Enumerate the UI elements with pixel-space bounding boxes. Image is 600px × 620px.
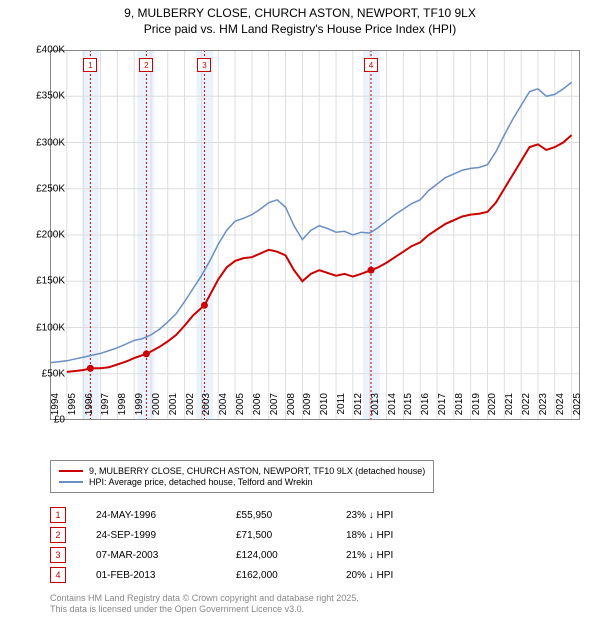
legend: 9, MULBERRY CLOSE, CHURCH ASTON, NEWPORT… bbox=[50, 460, 434, 493]
y-axis-label: £350K bbox=[15, 91, 65, 102]
transaction-vs-hpi: 20% ↓ HPI bbox=[346, 570, 446, 581]
transaction-price: £124,000 bbox=[236, 550, 346, 561]
legend-item: 9, MULBERRY CLOSE, CHURCH ASTON, NEWPORT… bbox=[59, 466, 425, 476]
footer-line-2: This data is licensed under the Open Gov… bbox=[50, 604, 359, 615]
transaction-number-box: 1 bbox=[50, 507, 66, 523]
transaction-row: 2 24-SEP-1999 £71,500 18% ↓ HPI bbox=[50, 525, 446, 545]
x-axis-label: 2025 bbox=[572, 393, 599, 423]
transaction-marker: 3 bbox=[197, 58, 211, 72]
transaction-number-box: 3 bbox=[50, 547, 66, 563]
transaction-row: 1 24-MAY-1996 £55,950 23% ↓ HPI bbox=[50, 505, 446, 525]
title-line-2: Price paid vs. HM Land Registry's House … bbox=[0, 22, 600, 38]
legend-swatch bbox=[59, 481, 83, 483]
footer-attribution: Contains HM Land Registry data © Crown c… bbox=[50, 593, 359, 615]
transaction-date: 01-FEB-2013 bbox=[96, 570, 236, 581]
chart-container: 9, MULBERRY CLOSE, CHURCH ASTON, NEWPORT… bbox=[0, 0, 600, 620]
transaction-marker: 4 bbox=[364, 58, 378, 72]
transaction-row: 4 01-FEB-2013 £162,000 20% ↓ HPI bbox=[50, 565, 446, 585]
y-axis-label: £300K bbox=[15, 137, 65, 148]
y-axis-label: £50K bbox=[15, 368, 65, 379]
chart-plot-area: 1234 19941995199619971998199920002001200… bbox=[50, 50, 580, 420]
legend-swatch bbox=[59, 470, 83, 472]
y-axis-label: £400K bbox=[15, 45, 65, 56]
legend-label: 9, MULBERRY CLOSE, CHURCH ASTON, NEWPORT… bbox=[89, 466, 425, 476]
y-axis-label: £250K bbox=[15, 183, 65, 194]
transactions-table: 1 24-MAY-1996 £55,950 23% ↓ HPI 2 24-SEP… bbox=[50, 505, 446, 585]
transaction-number-box: 4 bbox=[50, 567, 66, 583]
transaction-price: £162,000 bbox=[236, 570, 346, 581]
footer-line-1: Contains HM Land Registry data © Crown c… bbox=[50, 593, 359, 604]
legend-label: HPI: Average price, detached house, Telf… bbox=[89, 477, 313, 487]
transaction-date: 24-SEP-1999 bbox=[96, 530, 236, 541]
transaction-marker: 2 bbox=[139, 58, 153, 72]
transaction-vs-hpi: 21% ↓ HPI bbox=[346, 550, 446, 561]
y-axis-label: £100K bbox=[15, 322, 65, 333]
y-axis-label: £200K bbox=[15, 230, 65, 241]
title-line-1: 9, MULBERRY CLOSE, CHURCH ASTON, NEWPORT… bbox=[0, 6, 600, 22]
transaction-row: 3 07-MAR-2003 £124,000 21% ↓ HPI bbox=[50, 545, 446, 565]
chart-svg bbox=[50, 50, 580, 420]
chart-title: 9, MULBERRY CLOSE, CHURCH ASTON, NEWPORT… bbox=[0, 0, 600, 37]
transaction-marker: 1 bbox=[83, 58, 97, 72]
transaction-price: £55,950 bbox=[236, 510, 346, 521]
transaction-vs-hpi: 18% ↓ HPI bbox=[346, 530, 446, 541]
transaction-date: 07-MAR-2003 bbox=[96, 550, 236, 561]
transaction-number-box: 2 bbox=[50, 527, 66, 543]
transaction-vs-hpi: 23% ↓ HPI bbox=[346, 510, 446, 521]
transaction-date: 24-MAY-1996 bbox=[96, 510, 236, 521]
legend-item: HPI: Average price, detached house, Telf… bbox=[59, 477, 425, 487]
y-axis-label: £0 bbox=[15, 415, 65, 426]
y-axis-label: £150K bbox=[15, 276, 65, 287]
transaction-price: £71,500 bbox=[236, 530, 346, 541]
